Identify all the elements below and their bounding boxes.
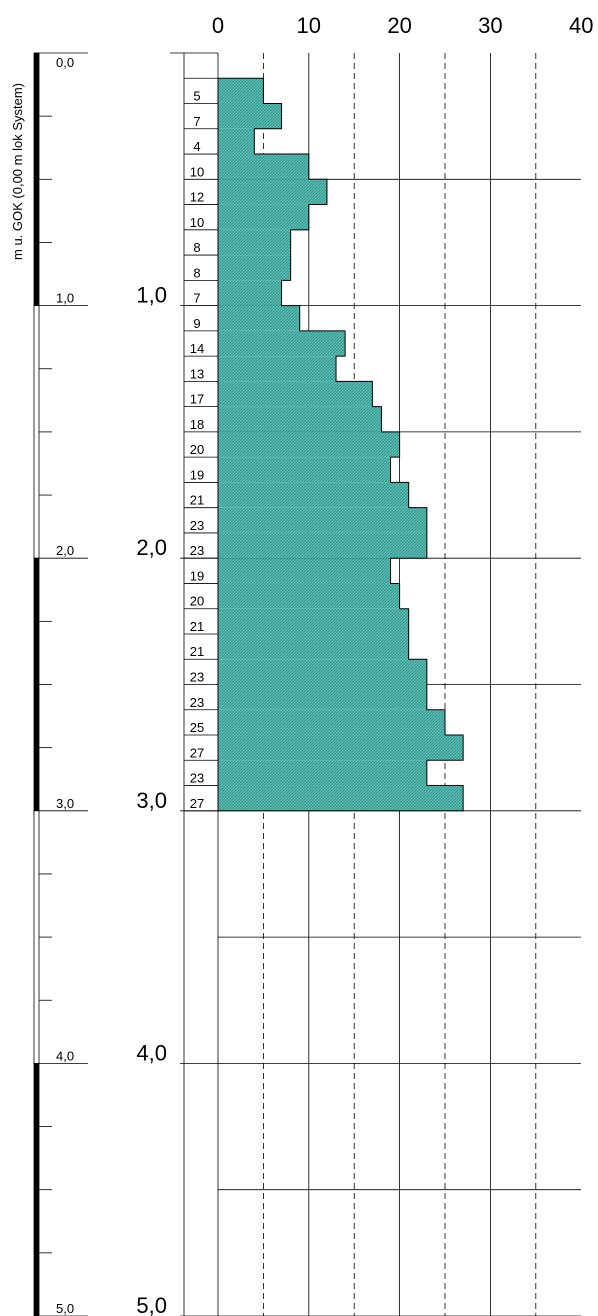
blow-bar [218,633,409,660]
blow-count-label: 5 [193,89,200,104]
blow-count-label: 23 [190,670,204,685]
blow-bar [218,154,309,180]
blow-bar [218,735,464,761]
blow-profile-outline [217,77,464,812]
blow-count-label: 23 [190,771,204,786]
scale-segment [33,810,40,1064]
depth-tick-label: 2,0 [136,535,167,560]
scale-tick-label: 5,0 [56,1301,74,1316]
blow-count-label: 23 [190,543,204,558]
blow-count-label: 23 [190,518,204,533]
blow-bar [218,179,327,205]
blow-bar [218,381,373,407]
blow-bar [218,406,382,432]
blow-count-label: 12 [190,190,204,205]
blow-bar [218,785,464,811]
blow-count-label: 19 [190,467,204,482]
blow-count-label: 20 [190,594,204,609]
blow-count-label: 13 [190,366,204,381]
blow-count-label: 23 [190,695,204,710]
blow-bar [218,431,400,458]
scale-tick-label: 1,0 [56,291,74,306]
scale-segment [33,305,40,559]
blow-bar [218,204,309,230]
blow-bar [218,608,409,634]
blow-bar [218,305,300,331]
blow-count-label: 7 [193,114,200,129]
blow-count-label: 21 [190,493,204,508]
blow-bar [218,583,400,609]
blow-bar [218,760,427,786]
blow-count-label: 27 [190,796,204,811]
blow-bar [218,128,255,155]
blow-bar [218,558,391,584]
blow-bar [218,532,427,559]
blow-count-label: 10 [190,164,204,179]
x-tick-label: 30 [478,13,502,38]
scale-tick-label: 2,0 [56,543,74,558]
blow-count-label: 8 [193,265,200,280]
blow-count-label: 19 [190,568,204,583]
depth-tick-label: 1,0 [136,283,167,308]
x-tick-label: 20 [387,13,411,38]
blow-count-label: 20 [190,442,204,457]
blow-bar [218,709,445,736]
blow-count-label: 4 [193,139,200,154]
blow-bar [218,103,282,129]
blow-count-label: 18 [190,417,204,432]
blow-count-label: 17 [190,392,204,407]
scale-segment [33,557,40,812]
scale-tick-label: 4,0 [56,1048,74,1063]
blow-count-label: 14 [190,341,204,356]
blow-bar [218,330,346,357]
x-tick-label: 10 [297,13,321,38]
scale-tick-label: 0,0 [56,55,74,70]
depth-tick-label: 4,0 [136,1040,167,1065]
scale-segment [33,52,40,307]
blow-count-label: 21 [190,644,204,659]
labels: 0 10 20 30 40 1,0 2,0 3,0 4,0 5,0 5 7 4 10 12 10 8 8 7 9 14 1… [136,13,593,1316]
depth-tick-label: 3,0 [136,788,167,813]
scale-segment [33,1063,40,1316]
blow-count-label: 8 [193,240,200,255]
scale-axis-label: m u. GOK (0,00 m lok System) [10,83,25,260]
blow-bar [218,507,427,533]
blow-count-label: 7 [193,291,200,306]
blow-bar [218,482,409,508]
blow-bar [218,659,427,685]
x-tick-label: 40 [569,13,593,38]
blow-bar [218,356,337,382]
blow-count-label: 9 [193,316,200,331]
depth-scale: 0,0 1,0 2,0 3,0 4,0 5,0 [33,52,88,1316]
blow-count-label: 27 [190,745,204,760]
blow-count-label: 25 [190,720,204,735]
blow-bar [218,457,391,483]
scale-tick-label: 3,0 [56,796,74,811]
blow-bar [218,684,427,710]
depth-tick-label: 5,0 [136,1293,167,1316]
blow-bar [218,229,291,256]
blow-count-label: 21 [190,619,204,634]
blow-bars [217,77,464,812]
x-tick-label: 0 [212,13,224,38]
blow-bar [218,255,291,281]
blow-count-label: 10 [190,215,204,230]
blow-bar [218,280,282,306]
blow-bar [218,78,264,104]
